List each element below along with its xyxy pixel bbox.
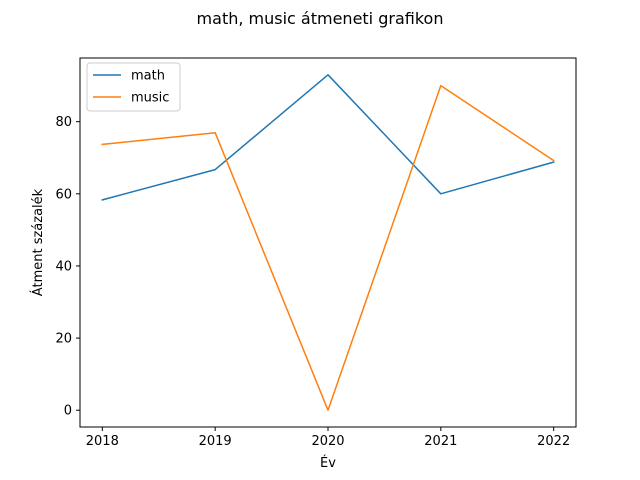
legend-label-music: music — [131, 91, 169, 106]
legend-label-math: math — [131, 69, 165, 84]
y-tick-label: 40 — [55, 259, 72, 274]
y-tick-label: 0 — [64, 404, 72, 419]
x-axis-label: Év — [320, 455, 336, 471]
series-line-music — [101, 84, 555, 411]
y-axis-label: Átment százalék — [30, 188, 46, 296]
y-tick-label: 60 — [55, 187, 72, 202]
x-tick-label: 2019 — [199, 434, 232, 449]
plot-frame — [79, 57, 577, 428]
x-tick-label: 2020 — [311, 434, 344, 449]
legend: math music — [86, 62, 181, 112]
x-tick-label: 2018 — [86, 434, 119, 449]
chart-title: math, music átmeneti grafikon — [197, 9, 444, 28]
y-tick-label: 80 — [55, 115, 72, 130]
x-tick-label: 2022 — [537, 434, 570, 449]
x-tick-label: 2021 — [424, 434, 457, 449]
y-tick-label: 20 — [55, 332, 72, 347]
series-line-math — [101, 74, 555, 201]
